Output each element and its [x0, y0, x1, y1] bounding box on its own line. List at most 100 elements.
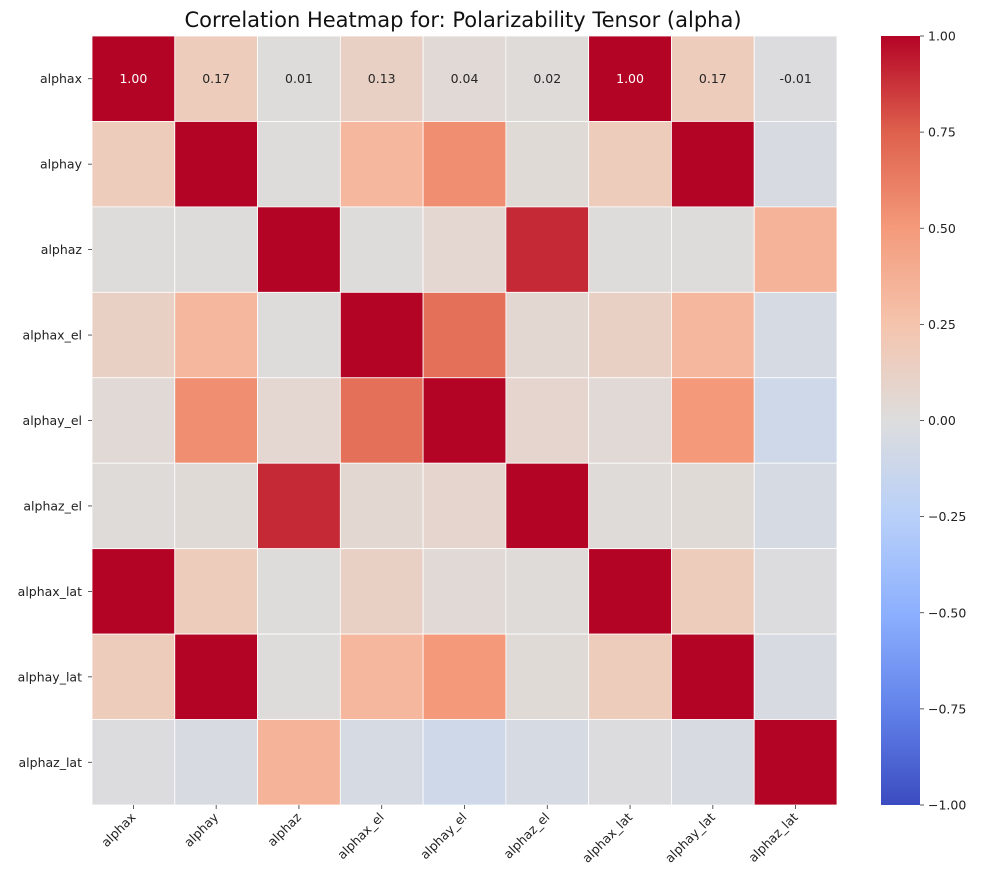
cell-annotations: 1.00 0.17 0.01 0.13 0.04 0.02 1.00 0.17 -0.01	[119, 71, 811, 86]
heatmap-cell	[422, 377, 507, 464]
heatmap-cell	[257, 35, 341, 122]
heatmap-cell	[505, 377, 590, 464]
heatmap-cell	[91, 377, 176, 464]
heatmap-cell	[91, 121, 176, 208]
x-tick-label: alphay_lat	[662, 809, 718, 865]
heatmap-cells	[91, 35, 838, 806]
heatmap-cell	[257, 206, 341, 293]
heatmap-cell	[174, 548, 258, 635]
colorbar-bar	[881, 36, 920, 805]
heatmap-cell	[339, 377, 424, 464]
heatmap-cell	[174, 206, 258, 293]
heatmap-cell	[174, 291, 258, 379]
x-tick-label: alphaz_lat	[745, 809, 801, 865]
x-tick-label: alphaz_el	[500, 810, 552, 862]
heatmap-cell	[588, 548, 672, 635]
heatmap-cell	[257, 719, 341, 806]
heatmap-cell	[753, 206, 838, 293]
x-tick-label: alphax_lat	[579, 809, 635, 865]
colorbar-tick-label: −0.75	[928, 701, 966, 716]
heatmap-cell	[257, 633, 341, 720]
heatmap-cell	[174, 633, 258, 720]
heatmap-cell	[588, 121, 672, 208]
heatmap-cell	[753, 719, 838, 806]
heatmap-cell	[339, 121, 424, 208]
heatmap-cell	[422, 719, 507, 806]
y-tick-label: alphax	[40, 71, 82, 86]
colorbar-tick-label: 0.25	[928, 317, 956, 332]
heatmap-cell	[174, 462, 258, 550]
heatmap-cell	[422, 462, 507, 550]
heatmap-cell	[671, 548, 755, 635]
cell-annotation: 0.17	[699, 71, 727, 86]
heatmap-cell	[174, 121, 258, 208]
heatmap-cell	[91, 633, 176, 720]
y-tick-label: alphaz_lat	[19, 755, 83, 770]
heatmap-cell	[174, 377, 258, 464]
x-tick-label: alphaz	[264, 809, 304, 849]
cell-annotation: 0.04	[451, 71, 479, 86]
heatmap-cell	[753, 548, 838, 635]
heatmap-cell	[174, 719, 258, 806]
heatmap-cell	[588, 633, 672, 720]
y-tick-label: alphay_lat	[18, 669, 82, 684]
heatmap-cell	[174, 35, 258, 122]
heatmap-cell	[505, 548, 590, 635]
heatmap-cell	[753, 291, 838, 379]
heatmap-cell	[257, 462, 341, 550]
heatmap-cell	[505, 291, 590, 379]
cell-annotation: 1.00	[616, 71, 644, 86]
heatmap-cell	[257, 291, 341, 379]
heatmap-cell	[753, 377, 838, 464]
x-tick-label: alphay	[181, 809, 222, 850]
heatmap-cell	[422, 291, 507, 379]
heatmap-cell	[505, 121, 590, 208]
heatmap-cell	[422, 206, 507, 293]
heatmap-cell	[339, 291, 424, 379]
x-tick-label: alphax	[98, 810, 138, 850]
heatmap-cell	[671, 719, 755, 806]
cell-annotation: -0.01	[779, 71, 811, 86]
colorbar-tick-label: 1.00	[928, 29, 956, 44]
colorbar-tick-label: 0.75	[928, 125, 956, 140]
heatmap-cell	[422, 633, 507, 720]
heatmap-cell	[671, 35, 755, 122]
cell-annotation: 0.01	[285, 71, 313, 86]
heatmap-cell	[505, 206, 590, 293]
heatmap-cell	[422, 548, 507, 635]
heatmap-cell	[505, 719, 590, 806]
heatmap-cell	[422, 121, 507, 208]
heatmap-cell	[339, 548, 424, 635]
colorbar-tick-label: 0.00	[928, 413, 956, 428]
heatmap-cell	[753, 633, 838, 720]
y-tick-label: alphay_el	[23, 413, 82, 428]
heatmap-cell	[671, 291, 755, 379]
heatmap-cell	[91, 462, 176, 550]
heatmap-cell	[91, 206, 176, 293]
x-tick-label: alphay_el	[417, 810, 470, 863]
heatmap-cell	[588, 291, 672, 379]
colorbar-tick-label: −0.25	[928, 509, 966, 524]
x-tick-label: alphax_el	[334, 810, 387, 863]
heatmap-cell	[91, 291, 176, 379]
cell-annotation: 0.17	[202, 71, 230, 86]
cell-annotation: 0.13	[368, 71, 396, 86]
cell-annotation: 1.00	[119, 71, 147, 86]
heatmap-cell	[91, 719, 176, 806]
heatmap-cell	[671, 121, 755, 208]
heatmap-cell	[671, 633, 755, 720]
y-axis-tick-labels: alphax alphay alphaz alphax_el alphay_elalph…	[18, 71, 92, 770]
heatmap-cell	[753, 462, 838, 550]
heatmap-cell	[257, 121, 341, 208]
heatmap-cell	[339, 35, 424, 122]
x-axis-tick-labels: alphax alphay alphaz alphax_el alphay_el alph…	[98, 805, 801, 866]
heatmap-cell	[257, 548, 341, 635]
heatmap-cell	[422, 35, 507, 122]
heatmap-cell	[91, 548, 176, 635]
chart-title: Correlation Heatmap for: Polarizability …	[184, 8, 741, 32]
heatmap-cell	[588, 719, 672, 806]
heatmap-cell	[505, 633, 590, 720]
heatmap-cell	[257, 377, 341, 464]
heatmap-cell	[588, 377, 672, 464]
